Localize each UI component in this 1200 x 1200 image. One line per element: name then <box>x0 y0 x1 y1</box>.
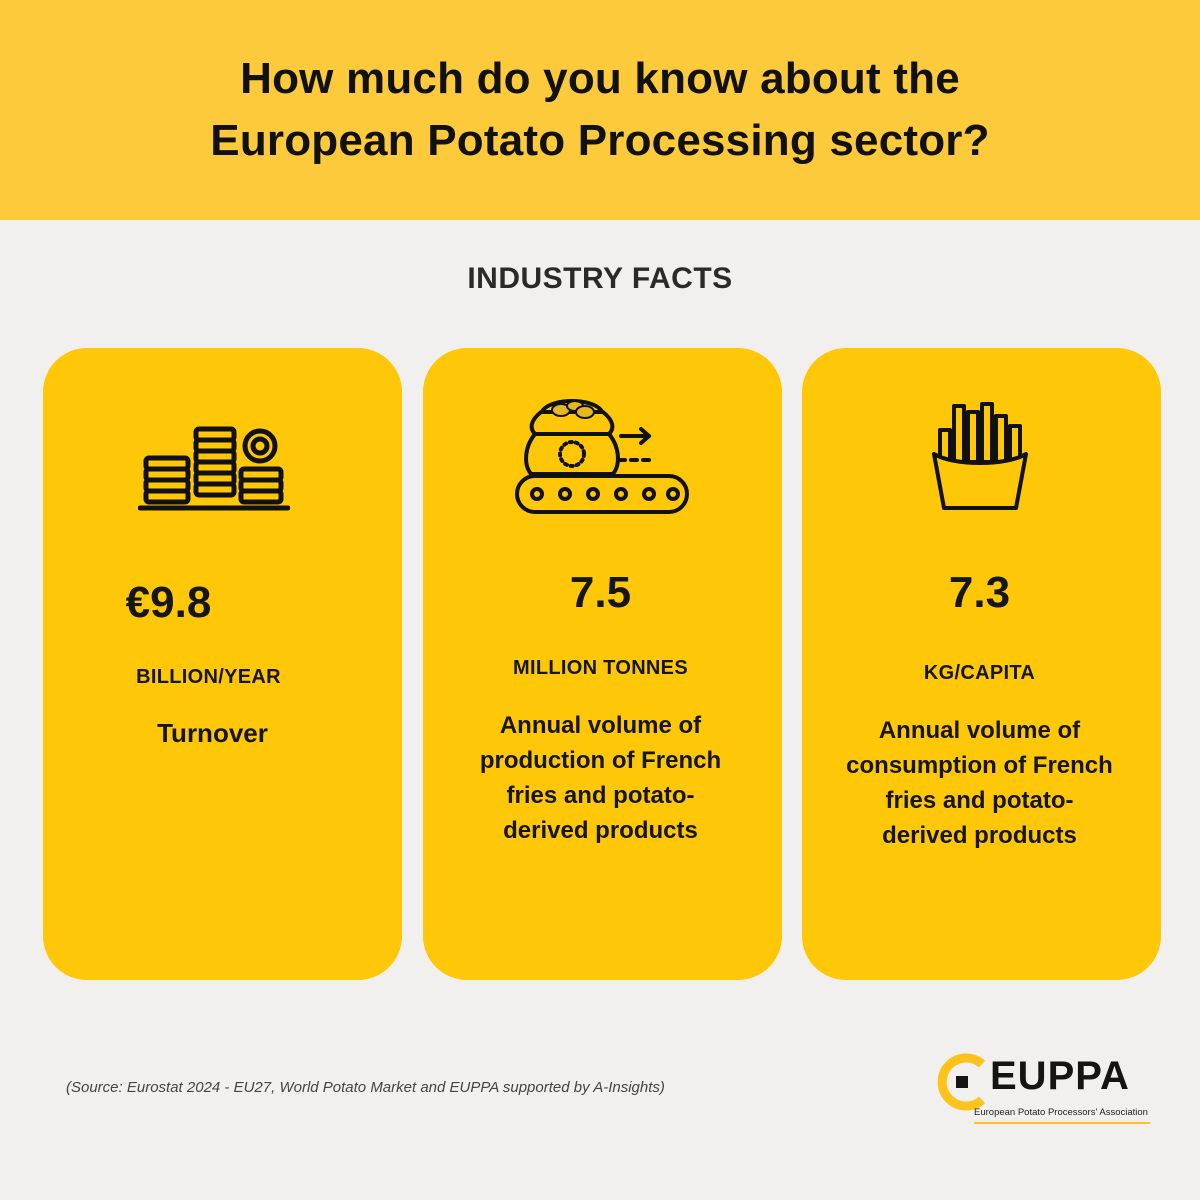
page-title-line-2: European Potato Processing sector? <box>210 116 990 165</box>
source-note: (Source: Eurostat 2024 - EU27, World Pot… <box>66 1079 665 1096</box>
fact-description-line: fries and potato- <box>885 787 1074 814</box>
section-title: INDUSTRY FACTS <box>467 262 733 295</box>
euppa-logo-mark-icon <box>937 1053 985 1111</box>
fact-value: 7.3 <box>948 568 1011 617</box>
fact-card-turnover: €9.8 BILLION/YEAR Turnover <box>43 348 402 980</box>
fact-description: Turnover <box>33 716 392 751</box>
euppa-logo: EUPPA European Potato Processors' Associ… <box>930 1050 1150 1125</box>
fact-description-line: Annual volume of <box>878 717 1081 744</box>
fact-description-line: Turnover <box>157 718 268 748</box>
fact-description-line: derived products <box>503 817 698 844</box>
fact-description-line: production of French <box>479 747 722 774</box>
fact-unit: BILLION/YEAR <box>136 666 281 688</box>
fact-description-line: fries and potato- <box>506 782 695 809</box>
fact-description: Annual volume of consumption of French f… <box>800 713 1159 853</box>
fact-value: €9.8 <box>125 578 212 627</box>
page-title-line-1: How much do you know about the <box>240 54 960 103</box>
page-title: How much do you know about the European … <box>210 48 989 172</box>
logo-underline <box>974 1122 1150 1124</box>
fact-description-line: consumption of French <box>846 752 1113 779</box>
fact-card-production: 7.5 MILLION TONNES Annual volume of prod… <box>423 348 782 980</box>
fact-card-consumption: 7.3 KG/CAPITA Annual volume of consumpti… <box>802 348 1161 980</box>
potato-sack-conveyor-icon <box>515 399 689 514</box>
fact-description-line: Annual volume of <box>499 712 702 739</box>
coin-stacks-icon <box>138 426 290 511</box>
fact-description-line: derived products <box>882 822 1077 849</box>
fact-value: 7.5 <box>569 568 632 617</box>
header-banner: How much do you know about the European … <box>0 0 1200 220</box>
logo-wordmark: EUPPA <box>990 1054 1130 1098</box>
fact-unit: KG/CAPITA <box>923 662 1036 684</box>
fact-description: Annual volume of production of French fr… <box>421 708 780 848</box>
logo-subtitle: European Potato Processors' Association <box>974 1107 1148 1118</box>
french-fries-icon <box>932 402 1028 510</box>
fact-unit: MILLION TONNES <box>513 657 688 679</box>
